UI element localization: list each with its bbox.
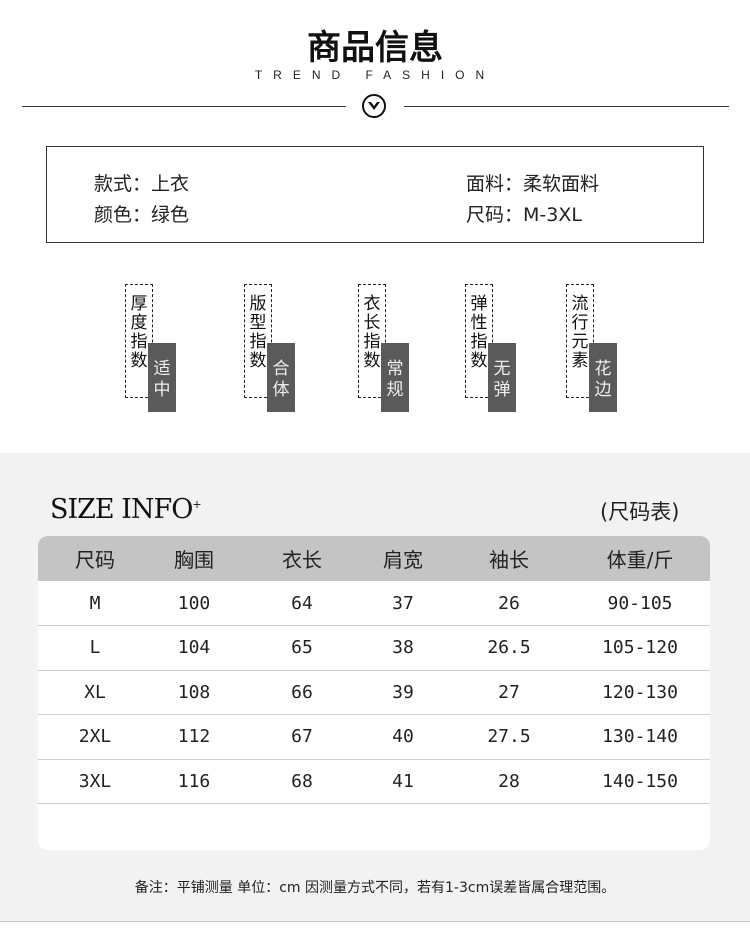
table-cell: 38 <box>392 637 414 658</box>
table-cell: 130-140 <box>602 726 678 747</box>
table-cell: 140-150 <box>602 770 678 792</box>
table-row: L 104 65 38 26.5 105-120 <box>38 626 710 671</box>
index-label-box: 弹性指数 <box>465 284 493 398</box>
index-value-tag: 常规 <box>381 343 409 412</box>
table-row: 3XL 116 68 41 28 140-150 <box>38 759 710 804</box>
table-cell: 28 <box>498 770 520 792</box>
index-label: 衣长指数 <box>363 294 381 371</box>
divider-right <box>404 106 729 107</box>
table-cell: XL <box>84 681 106 703</box>
index-label-box: 流行元素 <box>566 284 594 398</box>
column-header: 衣长 <box>282 548 322 572</box>
info-style: 款式：上衣 <box>94 173 190 195</box>
info-size: 尺码：M-3XL <box>466 204 582 226</box>
index-value-tag: 无弹 <box>488 343 516 412</box>
column-header: 尺码 <box>75 548 115 572</box>
index-value-tag: 花边 <box>589 343 617 412</box>
table-cell: 100 <box>177 592 211 614</box>
table-cell: 27.5 <box>487 726 531 747</box>
index-label: 厚度指数 <box>130 294 148 371</box>
table-cell: M <box>89 592 101 614</box>
table-cell: 65 <box>291 637 313 658</box>
table-row: 2XL 112 67 40 27.5 130-140 <box>38 715 710 760</box>
index-label-box: 版型指数 <box>244 284 272 398</box>
table-cell: 27 <box>498 681 520 703</box>
table-cell: 64 <box>291 592 313 614</box>
bottom-divider <box>0 921 750 922</box>
table-cell: 3XL <box>78 770 112 792</box>
product-info-box <box>46 146 704 243</box>
size-info-sup: + <box>192 498 201 511</box>
size-info-title: SIZE INFO+ <box>50 494 202 525</box>
table-cell: 104 <box>177 637 211 658</box>
table-cell: 2XL <box>78 726 112 747</box>
divider-left <box>22 106 346 107</box>
page-subtitle: TREND FASHION <box>254 68 496 82</box>
table-cell: 37 <box>392 592 414 614</box>
index-value-tag: 合体 <box>267 343 295 412</box>
column-header: 袖长 <box>489 548 529 572</box>
table-row: M 100 64 37 26 90-105 <box>38 581 710 626</box>
column-header: 胸围 <box>174 548 214 572</box>
table-cell: 67 <box>291 726 313 747</box>
index-label-box: 衣长指数 <box>358 284 386 398</box>
size-table: 尺码 胸围 衣长 肩宽 袖长 体重/斤 M 100 64 37 26 90-105 L 104 65 38 26… <box>38 536 710 850</box>
table-cell: 40 <box>392 726 414 747</box>
info-color: 颜色：绿色 <box>94 204 190 226</box>
chevron-down-circle-icon <box>362 94 386 118</box>
index-label: 流行元素 <box>571 294 589 371</box>
column-header: 肩宽 <box>383 548 423 572</box>
index-label: 弹性指数 <box>470 294 488 371</box>
table-cell: 39 <box>392 681 414 703</box>
size-info-text: SIZE INFO <box>50 494 193 525</box>
index-value-tag: 适中 <box>148 343 176 412</box>
table-cell: 105-120 <box>602 637 678 658</box>
table-cell: L <box>89 637 101 658</box>
table-cell: 90-105 <box>607 592 673 614</box>
table-cell: 120-130 <box>602 681 678 703</box>
table-header-row: 尺码 胸围 衣长 肩宽 袖长 体重/斤 <box>38 536 710 581</box>
table-cell: 116 <box>177 770 211 792</box>
table-cell: 26.5 <box>487 637 531 658</box>
table-cell: 26 <box>498 592 520 614</box>
table-cell: 108 <box>177 681 211 703</box>
table-cell: 112 <box>177 726 211 747</box>
table-row: XL 108 66 39 27 120-130 <box>38 670 710 715</box>
measurement-note: 备注：平铺测量 单位：cm 因测量方式不同，若有1-3cm误差皆属合理范围。 <box>134 880 616 896</box>
index-label-box: 厚度指数 <box>125 284 153 398</box>
size-table-label: (尺码表) <box>600 500 680 524</box>
table-cell: 68 <box>291 770 313 792</box>
info-fabric: 面料：柔软面料 <box>466 173 600 195</box>
page-title: 商品信息 <box>307 28 443 68</box>
table-cell: 41 <box>392 770 414 792</box>
index-label: 版型指数 <box>249 294 267 371</box>
table-cell: 66 <box>291 681 313 703</box>
column-header: 体重/斤 <box>606 548 674 572</box>
